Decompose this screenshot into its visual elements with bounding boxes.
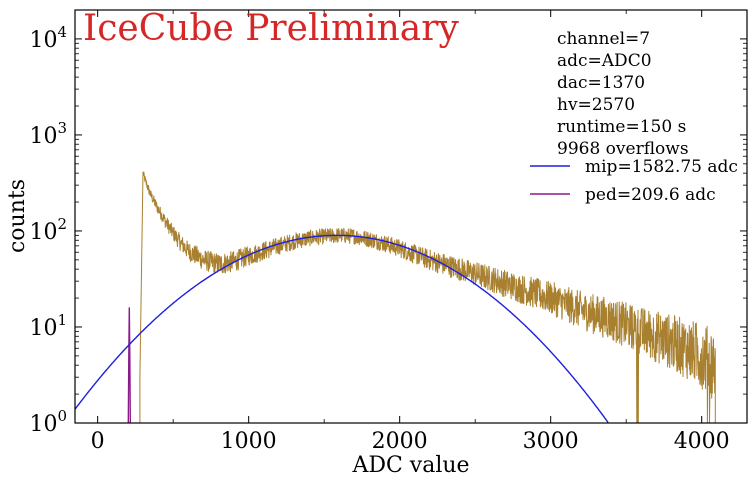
y-tick-label: 100 (29, 407, 67, 437)
x-axis-label: ADC value (351, 453, 469, 478)
plot-frame (74, 9, 748, 424)
y-axis-label: counts (5, 179, 30, 253)
y-tick-base: 10 (29, 28, 57, 53)
info-line-overflows: 9968 overflows (557, 139, 689, 159)
legend-label-mip: mip=1582.75 adc (585, 157, 738, 177)
x-tick-label: 3000 (523, 429, 579, 454)
x-tick-label: 4000 (674, 429, 730, 454)
y-tick-label: 103 (29, 119, 67, 149)
histogram-series (139, 171, 716, 424)
x-tick-label: 1000 (221, 429, 277, 454)
chart-watermark: IceCube Preliminary (83, 8, 459, 49)
y-tick-exponent: 1 (57, 311, 67, 329)
y-tick-label: 101 (29, 311, 67, 341)
info-line-hv: hv=2570 (557, 95, 635, 115)
y-tick-exponent: 0 (57, 407, 67, 425)
info-line-channel: channel=7 (557, 29, 650, 49)
legend: mip=1582.75 adc ped=209.6 adc (530, 157, 738, 205)
x-tick-label: 2000 (372, 429, 428, 454)
legend-label-ped: ped=209.6 adc (585, 185, 716, 205)
y-tick-base: 10 (29, 124, 57, 149)
info-box: channel=7 adc=ADC0 dac=1370 hv=2570 runt… (557, 29, 689, 159)
info-line-adc: adc=ADC0 (557, 51, 652, 71)
ped-peak-series (127, 307, 131, 424)
y-tick-label: 104 (29, 23, 67, 53)
info-line-runtime: runtime=150 s (557, 117, 686, 137)
y-tick-exponent: 2 (57, 215, 67, 233)
x-tick-label: 0 (91, 429, 105, 454)
info-line-dac: dac=1370 (557, 73, 645, 93)
y-tick-exponent: 4 (57, 23, 67, 41)
y-tick-exponent: 3 (57, 119, 67, 137)
y-tick-base: 10 (29, 412, 57, 437)
y-tick-base: 10 (29, 316, 57, 341)
mip-fit-series (74, 234, 609, 423)
y-tick-base: 10 (29, 220, 57, 245)
y-tick-label: 102 (29, 215, 67, 245)
